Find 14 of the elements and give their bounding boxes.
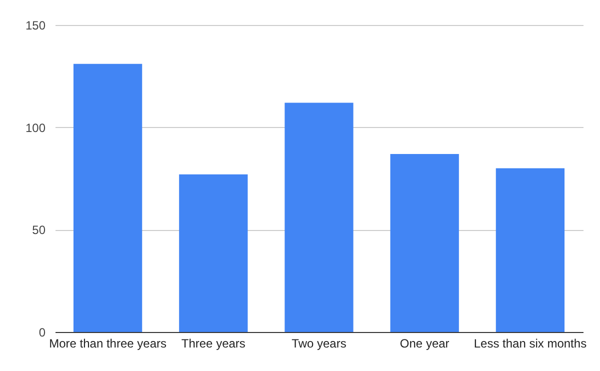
y-tick-label: 50 [32,223,46,238]
x-tick-label: Two years [292,336,346,350]
bar [496,168,565,332]
x-tick-label: Less than six months [474,336,587,350]
bar [179,174,248,332]
y-tick-label: 0 [38,326,46,340]
y-tick-label: 150 [25,18,46,32]
x-tick-label: One year [400,336,450,350]
x-tick-label: More than three years [49,336,167,350]
x-tick-label: Three years [181,336,246,350]
bar [390,154,459,332]
bar [73,64,142,332]
bar [284,102,354,332]
y-tick-label: 100 [25,120,46,135]
